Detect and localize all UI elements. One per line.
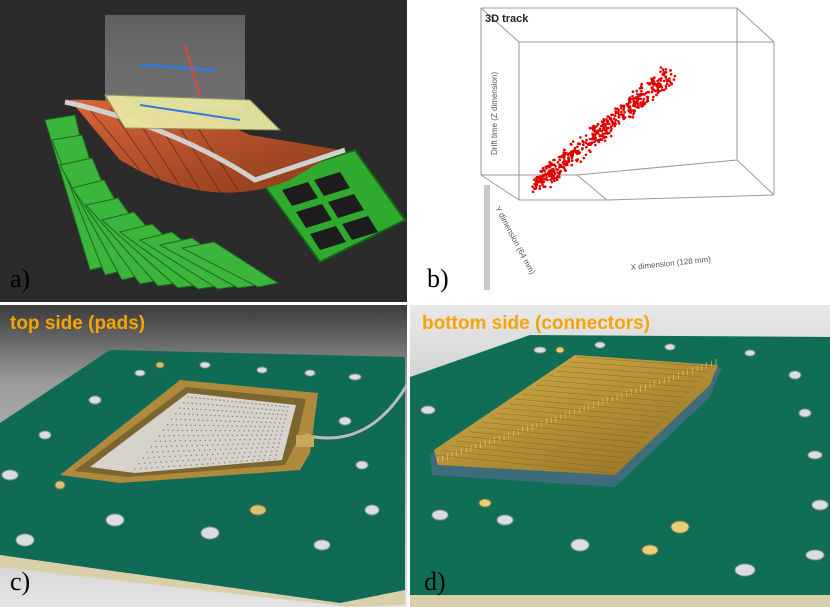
panel-label-c: c)	[10, 567, 31, 596]
y-axis-label: Y dimension (64 mm)	[493, 205, 537, 277]
panel-b: 3D track Drift time (Z dimension) Y dime…	[409, 0, 830, 302]
panel-d: bottom side (connectors) d)	[410, 305, 830, 607]
track-points	[531, 66, 677, 193]
detector-module-render	[0, 0, 407, 302]
panel-label-a: a)	[10, 264, 31, 293]
plot-title: 3D track	[485, 13, 529, 25]
pcb-bottom-photo	[410, 305, 830, 607]
pcb-top-photo	[0, 305, 407, 607]
connector-pins	[435, 356, 717, 474]
caption-top-side: top side (pads)	[10, 313, 146, 334]
pad-dots	[134, 396, 289, 470]
divider-horizontal	[0, 302, 830, 305]
panel-c: top side (pads) c)	[0, 305, 407, 607]
track-3d-plot: 3D track Drift time (Z dimension) Y dime…	[480, 7, 775, 290]
x-axis-label: X dimension (128 mm)	[630, 255, 711, 272]
panel-label-b: b)	[427, 264, 449, 293]
caption-bottom-side: bottom side (connectors)	[422, 313, 651, 334]
panel-a: a)	[0, 0, 407, 302]
z-axis-label: Drift time (Z dimension)	[490, 72, 499, 155]
panel-label-d: d)	[424, 567, 446, 596]
